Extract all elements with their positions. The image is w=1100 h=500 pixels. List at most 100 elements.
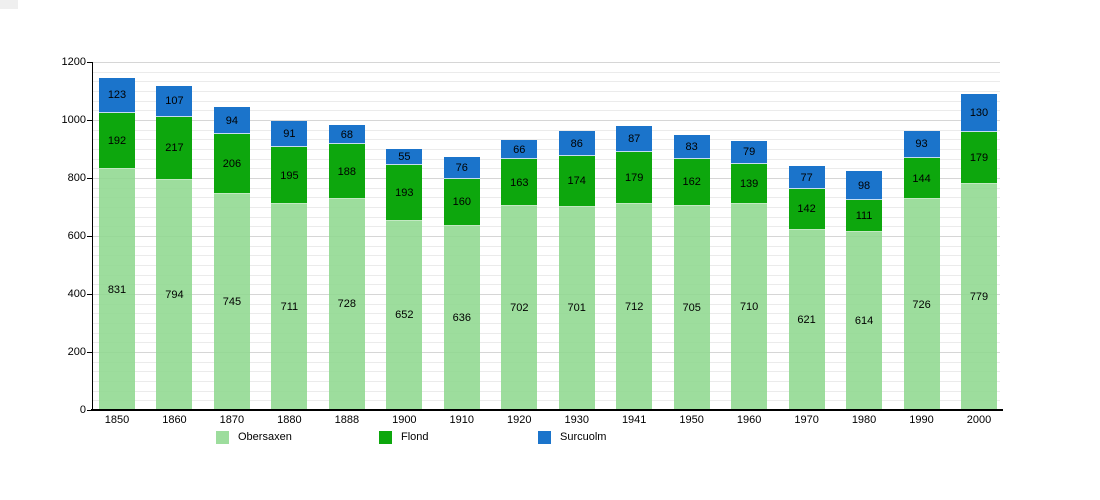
bar-value-label: 636 [452, 311, 471, 324]
bar-value-label: 123 [107, 89, 127, 102]
bar-segment-surcuolm [271, 120, 308, 148]
gridline-minor [92, 381, 1000, 382]
gridline-minor [92, 216, 1000, 218]
bar-value-label: 93 [915, 138, 928, 151]
x-tick-label: 1910 [449, 414, 475, 426]
bar-value-label: 91 [283, 128, 296, 141]
y-axis-tick [87, 236, 92, 237]
x-tick-label: 1990 [909, 414, 934, 426]
gridline-minor [92, 226, 1000, 228]
gridline-minor [92, 100, 1000, 102]
bar-segment-flond [328, 144, 365, 199]
bar-value-label: 86 [570, 137, 583, 150]
y-axis-tick [87, 294, 92, 295]
bar-segment-obersaxen [271, 203, 308, 410]
bar-segment-surcuolm [846, 171, 883, 200]
bar-value-label: 192 [107, 135, 127, 148]
gridline-minor [92, 342, 1000, 344]
y-tick-label: 600 [67, 230, 86, 242]
bar-value-label: 83 [685, 140, 698, 153]
bar-value-label: 79 [743, 146, 756, 159]
bar-value-label: 702 [510, 302, 529, 315]
bar-value-label: 217 [165, 142, 184, 155]
gridline-minor [92, 71, 1000, 73]
legend-swatch-surcuolm-icon [538, 431, 551, 444]
y-tick-label: 1200 [61, 56, 86, 68]
x-tick-label: 1960 [736, 414, 762, 426]
legend-swatch-obersaxen-icon [216, 431, 229, 444]
bar-segment-flond [386, 164, 423, 221]
y-axis-tick [87, 178, 92, 179]
bar-value-label: 193 [395, 186, 414, 199]
gridline-minor [92, 207, 1000, 208]
bar-value-label: 160 [452, 196, 471, 209]
gridline-major [92, 352, 1000, 353]
gridline-minor [92, 149, 1000, 150]
legend-label-flond: Flond [401, 431, 429, 443]
bar-segment-flond [673, 158, 710, 206]
bar-value-label: 745 [222, 295, 242, 308]
bar-value-label: 195 [280, 169, 299, 182]
gridline-minor [92, 255, 1000, 257]
x-tick-label: 2000 [966, 414, 992, 426]
gridline-minor [92, 390, 1000, 392]
bar-segment-flond [271, 147, 308, 204]
gridline-minor [92, 361, 1000, 363]
bar-value-label: 728 [337, 298, 357, 311]
x-tick-label: 1880 [277, 414, 302, 426]
bar-segment-flond [99, 113, 135, 169]
bar-value-label: 621 [797, 313, 816, 326]
x-tick-label: 1850 [104, 414, 130, 426]
bar-value-label: 726 [912, 298, 931, 311]
y-axis-tick [87, 410, 92, 411]
bar-value-label: 705 [682, 301, 701, 314]
bar-segment-surcuolm [328, 124, 365, 145]
y-tick-label: 800 [67, 172, 86, 184]
x-tick-label: 1920 [507, 414, 532, 426]
gridline-minor [92, 332, 1000, 334]
bar-value-label: 188 [337, 165, 357, 178]
bar-value-label: 779 [969, 291, 989, 304]
bar-segment-flond [788, 188, 825, 230]
bar-value-label: 174 [567, 175, 586, 188]
y-axis-tick [87, 352, 92, 353]
y-axis-line [92, 62, 93, 410]
x-tick-label: 1941 [621, 414, 647, 426]
y-tick-label: 200 [67, 346, 86, 358]
bar-segment-surcuolm [558, 131, 595, 157]
bar-segment-surcuolm [156, 85, 193, 117]
bar-segment-surcuolm [616, 126, 653, 152]
bar-value-label: 139 [739, 177, 759, 190]
gridline-minor [92, 274, 1000, 276]
x-tick-label: 1888 [334, 414, 360, 426]
bar-segment-obersaxen [501, 206, 538, 410]
gridline-major [92, 236, 1000, 237]
bar-segment-flond [501, 159, 538, 207]
bar-value-label: 179 [625, 171, 644, 184]
bar-segment-surcuolm [443, 157, 480, 180]
y-tick-label: 0 [79, 404, 86, 416]
bar-value-label: 831 [107, 283, 127, 296]
bar-segment-surcuolm [731, 140, 768, 164]
bar-segment-flond [616, 151, 653, 204]
gridline-minor [92, 197, 1000, 199]
legend-item-obersaxen: Obersaxen [216, 431, 292, 444]
bar-value-label: 179 [969, 152, 989, 165]
bar-segment-flond [558, 156, 595, 207]
bar-segment-surcuolm [788, 166, 825, 189]
bar-segment-obersaxen [443, 225, 480, 410]
gridline-minor [92, 323, 1000, 324]
bar-segment-flond [443, 179, 480, 226]
bar-segment-obersaxen [328, 198, 365, 410]
bar-value-label: 701 [567, 302, 586, 315]
gridline-minor [92, 110, 1000, 112]
y-axis-tick [87, 120, 92, 121]
bar-value-label: 130 [969, 107, 989, 120]
bar-value-label: 107 [165, 95, 184, 108]
bar-value-label: 711 [280, 300, 299, 313]
bar-segment-flond [731, 163, 768, 205]
bar-value-label: 163 [510, 176, 529, 189]
bar-value-label: 87 [628, 132, 641, 145]
bar-segment-obersaxen [386, 220, 423, 410]
bar-segment-obersaxen [213, 193, 250, 410]
